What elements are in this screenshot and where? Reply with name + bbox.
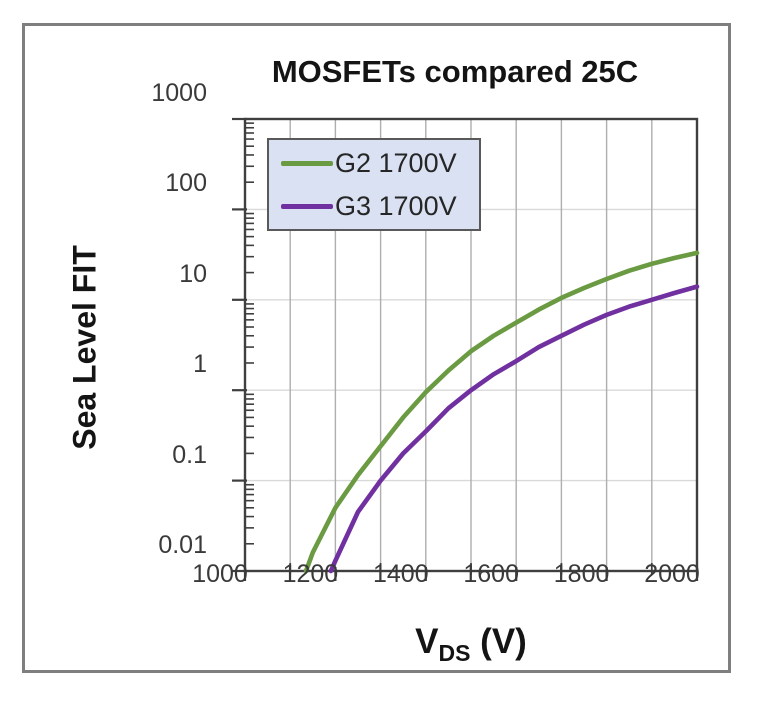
legend-item-g2: G2 1700V [281, 148, 479, 179]
x-tick-label: 1800 [553, 560, 610, 588]
y-tick-label: 100 [165, 169, 207, 198]
x-tick-label: 2000 [644, 560, 700, 588]
series-line-g3 [328, 284, 700, 574]
x-axis-title-unit: (V) [470, 622, 527, 661]
x-axis-title-main: V [415, 622, 439, 661]
legend-swatch-g3 [281, 203, 333, 209]
y-tick-label: 0.01 [158, 531, 207, 559]
x-axis-title-sub: DS [438, 640, 471, 666]
chart-title: MOSFETs compared 25C [271, 54, 639, 89]
x-tick-label: 1400 [372, 560, 429, 588]
legend: G2 1700V G3 1700V [267, 138, 481, 231]
series-line-g2 [303, 250, 700, 574]
chart-frame: MOSFETs compared 25C Sea Level FIT 1000 1… [22, 23, 731, 673]
x-tick-label: 1200 [282, 560, 339, 588]
legend-item-g3: G3 1700V [281, 191, 479, 222]
y-tick-label: 1000 [151, 79, 207, 107]
y-tick-label: 1 [193, 350, 207, 379]
legend-label-g3: G3 1700V [335, 190, 457, 221]
x-tick-label: 1000 [192, 560, 248, 588]
legend-label-g2: G2 1700V [335, 147, 457, 178]
y-tick-label: 0.1 [172, 440, 207, 469]
legend-swatch-g2 [281, 160, 333, 166]
x-tick-label: 1600 [463, 560, 519, 588]
x-axis-title: VDS (V) [271, 622, 671, 667]
y-tick-label: 10 [179, 259, 207, 288]
